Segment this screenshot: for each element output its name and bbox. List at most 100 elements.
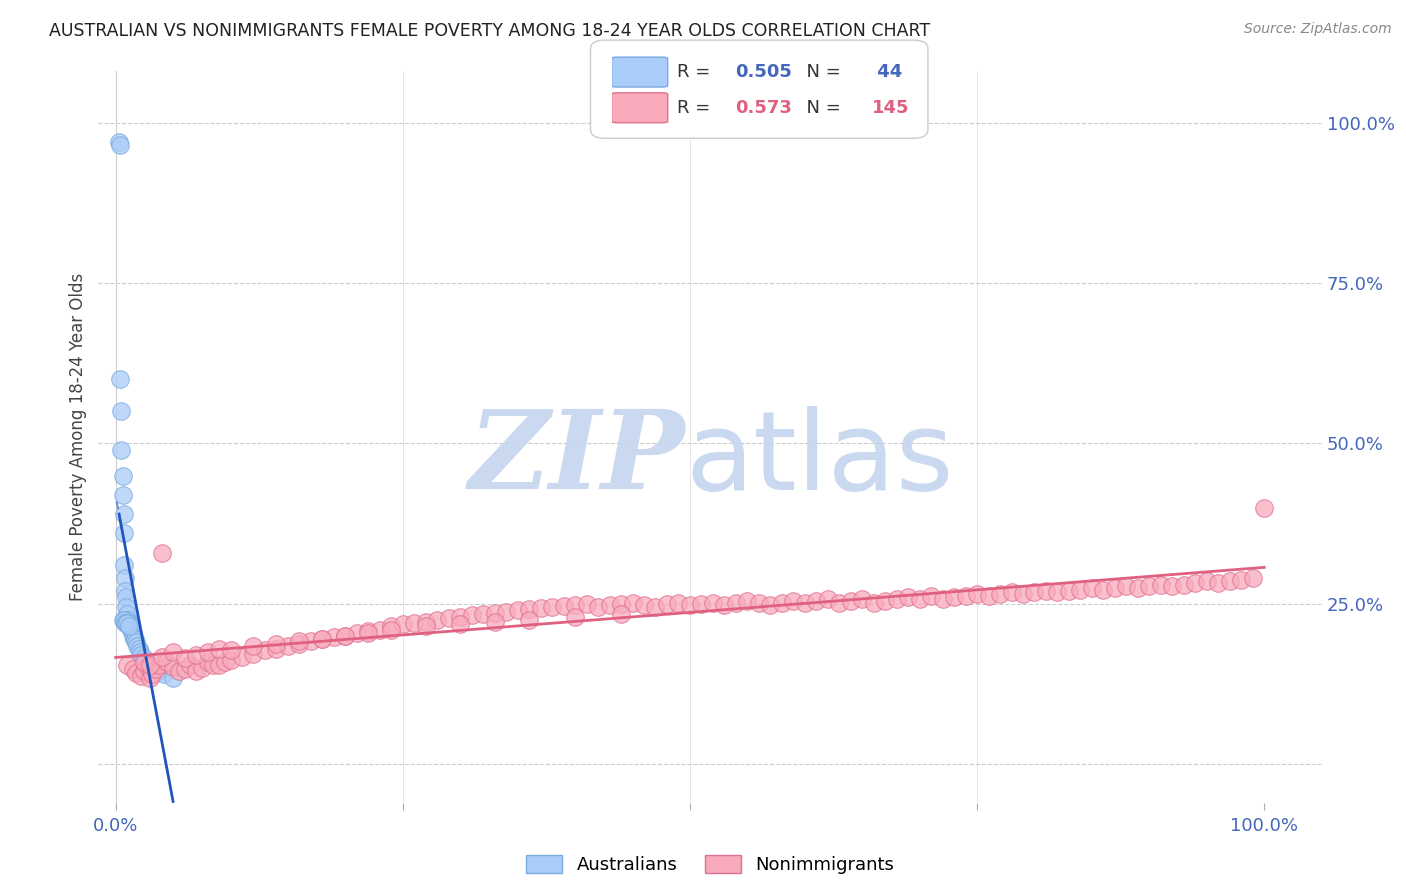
- Point: [415, 615, 437, 629]
- Point: [127, 639, 149, 653]
- Text: N =: N =: [794, 63, 846, 81]
- Point: [242, 647, 264, 661]
- Point: [148, 665, 170, 679]
- Point: [115, 591, 138, 605]
- Point: [153, 667, 176, 681]
- Point: [679, 598, 702, 612]
- Point: [208, 657, 231, 672]
- Point: [311, 632, 333, 647]
- Point: [150, 545, 173, 559]
- Point: [553, 599, 575, 613]
- Point: [1206, 576, 1229, 591]
- Point: [1024, 585, 1046, 599]
- Point: [1092, 582, 1115, 597]
- Point: [179, 657, 201, 672]
- Point: [156, 655, 179, 669]
- Point: [713, 598, 735, 612]
- Point: [851, 591, 873, 606]
- Point: [128, 641, 150, 656]
- Point: [110, 372, 132, 386]
- Point: [862, 596, 884, 610]
- Point: [197, 645, 219, 659]
- Point: [111, 613, 134, 627]
- Point: [541, 600, 564, 615]
- Point: [114, 584, 136, 599]
- Point: [426, 613, 449, 627]
- Point: [955, 589, 977, 603]
- Point: [162, 671, 184, 685]
- Point: [391, 617, 413, 632]
- Point: [141, 661, 163, 675]
- Text: AUSTRALIAN VS NONIMMIGRANTS FEMALE POVERTY AMONG 18-24 YEAR OLDS CORRELATION CHA: AUSTRALIAN VS NONIMMIGRANTS FEMALE POVER…: [49, 22, 931, 40]
- Point: [118, 616, 141, 631]
- Point: [875, 593, 897, 607]
- Point: [129, 648, 152, 663]
- Point: [173, 651, 195, 665]
- Point: [266, 641, 288, 656]
- Point: [115, 607, 138, 621]
- Point: [167, 665, 190, 679]
- Point: [122, 629, 145, 643]
- Point: [517, 602, 540, 616]
- Point: [484, 615, 506, 629]
- Point: [112, 526, 135, 541]
- Point: [128, 645, 150, 659]
- Point: [357, 624, 380, 638]
- Point: [117, 616, 139, 631]
- Point: [839, 593, 862, 607]
- Point: [1150, 577, 1173, 591]
- Point: [162, 660, 184, 674]
- Point: [449, 609, 471, 624]
- Point: [1012, 587, 1035, 601]
- Point: [806, 593, 828, 607]
- Point: [115, 616, 138, 631]
- Point: [460, 608, 482, 623]
- Point: [112, 613, 135, 627]
- Point: [121, 623, 143, 637]
- Point: [702, 596, 724, 610]
- Point: [122, 662, 145, 676]
- Point: [299, 634, 322, 648]
- Point: [335, 629, 357, 643]
- Point: [1161, 579, 1184, 593]
- Point: [111, 468, 134, 483]
- Point: [1115, 579, 1137, 593]
- Point: [346, 625, 368, 640]
- Point: [112, 507, 135, 521]
- Point: [437, 611, 460, 625]
- Point: [1069, 582, 1091, 597]
- Point: [139, 671, 162, 685]
- Point: [655, 597, 678, 611]
- Text: R =: R =: [676, 99, 716, 117]
- Point: [357, 625, 380, 640]
- Point: [129, 669, 152, 683]
- Point: [117, 613, 139, 627]
- Point: [1081, 581, 1104, 595]
- Point: [415, 619, 437, 633]
- Point: [136, 657, 159, 672]
- Point: [770, 596, 793, 610]
- Point: [1035, 584, 1057, 599]
- Text: 0.505: 0.505: [735, 63, 793, 81]
- Point: [506, 603, 529, 617]
- Text: atlas: atlas: [686, 406, 955, 513]
- Point: [266, 637, 288, 651]
- Point: [1126, 581, 1149, 595]
- Point: [828, 596, 851, 610]
- Point: [610, 607, 633, 621]
- Point: [184, 648, 207, 663]
- Text: N =: N =: [794, 99, 846, 117]
- Point: [484, 606, 506, 620]
- Point: [115, 600, 138, 615]
- Point: [118, 619, 141, 633]
- FancyBboxPatch shape: [612, 57, 668, 87]
- Point: [759, 598, 782, 612]
- Point: [115, 613, 138, 627]
- Point: [122, 625, 145, 640]
- Point: [599, 598, 621, 612]
- Point: [931, 591, 953, 606]
- Point: [173, 662, 195, 676]
- Point: [1057, 584, 1080, 599]
- Point: [120, 619, 142, 633]
- Point: [943, 591, 966, 605]
